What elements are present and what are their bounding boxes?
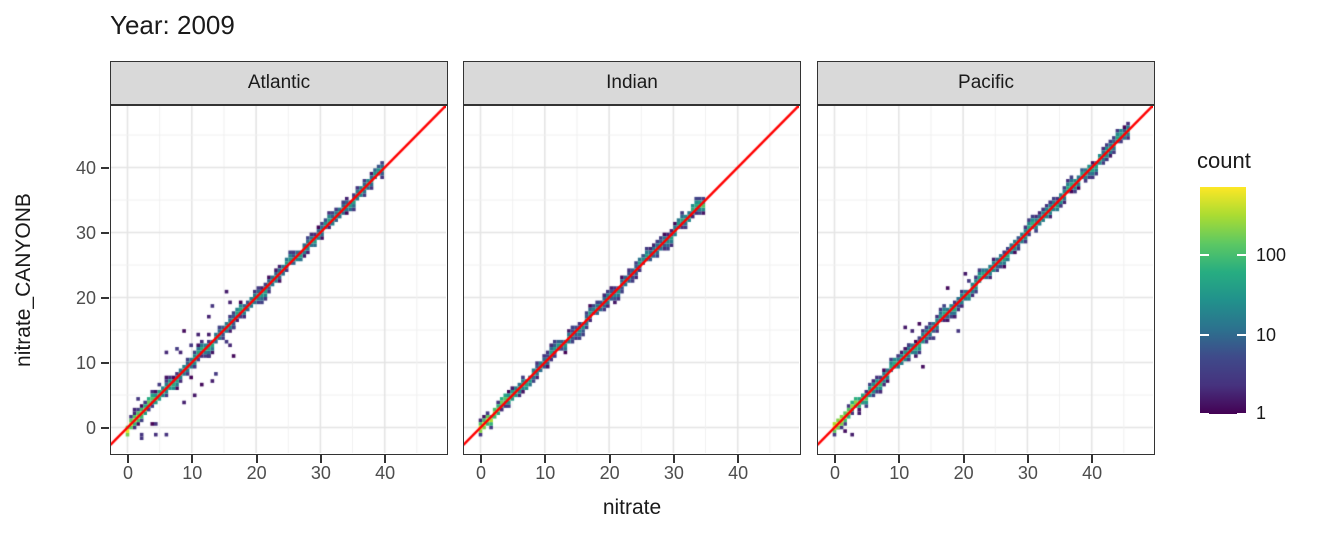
x-tick-label: 40 bbox=[375, 463, 396, 483]
y-tick-mark bbox=[101, 427, 109, 429]
x-tick-label: 30 bbox=[310, 463, 331, 483]
x-tick-label: 10 bbox=[889, 463, 910, 483]
y-axis-title: nitrate_CANYONB bbox=[12, 193, 35, 367]
panel-indian-bins-canvas bbox=[464, 106, 799, 453]
y-tick-mark bbox=[101, 167, 109, 169]
x-tick-mark bbox=[608, 455, 611, 463]
legend-tick-mark bbox=[1237, 413, 1246, 415]
x-tick-mark bbox=[1026, 455, 1029, 463]
x-tick-mark bbox=[962, 455, 965, 463]
x-tick-mark bbox=[191, 455, 194, 463]
panel-pacific bbox=[817, 105, 1155, 455]
y-tick-label: 40 bbox=[75, 158, 96, 178]
facet-strip-pacific: Pacific bbox=[817, 61, 1155, 105]
x-tick-label: 0 bbox=[122, 463, 133, 483]
x-axis-title: nitrate bbox=[602, 496, 662, 519]
x-tick-label: 20 bbox=[599, 463, 620, 483]
facet-strip-indian: Indian bbox=[463, 61, 801, 105]
x-tick-label: 0 bbox=[475, 463, 486, 483]
legend-tick-mark bbox=[1237, 254, 1246, 257]
y-tick-mark bbox=[101, 232, 109, 234]
y-tick-mark bbox=[101, 362, 109, 364]
panel-atlantic bbox=[110, 105, 448, 455]
x-tick-label: 30 bbox=[663, 463, 684, 483]
legend-label-1: 1 bbox=[1256, 403, 1267, 423]
legend-tick-mark bbox=[1200, 254, 1209, 257]
legend-colorbar bbox=[1200, 187, 1246, 414]
legend-tick-mark bbox=[1200, 333, 1209, 336]
x-tick-label: 30 bbox=[1017, 463, 1038, 483]
facet-strip-pacific-label: Pacific bbox=[958, 72, 1014, 93]
x-tick-mark bbox=[480, 455, 482, 463]
x-tick-mark bbox=[384, 455, 387, 463]
x-tick-mark bbox=[737, 455, 740, 463]
panel-pacific-bins-canvas bbox=[818, 106, 1153, 453]
legend-tick-mark bbox=[1200, 413, 1209, 415]
x-tick-mark bbox=[834, 455, 836, 463]
legend-label-100: 100 bbox=[1256, 245, 1287, 265]
legend-label-10: 10 bbox=[1256, 325, 1277, 345]
x-tick-label: 20 bbox=[246, 463, 267, 483]
x-tick-label: 40 bbox=[1082, 463, 1103, 483]
y-tick-label: 30 bbox=[75, 223, 96, 243]
x-tick-label: 10 bbox=[535, 463, 556, 483]
y-tick-mark bbox=[101, 297, 109, 299]
x-tick-mark bbox=[1091, 455, 1094, 463]
legend-tick-mark bbox=[1237, 333, 1246, 336]
legend-title: count bbox=[1197, 148, 1251, 173]
facet-strip-atlantic: Atlantic bbox=[110, 61, 448, 105]
y-tick-label: 10 bbox=[75, 353, 96, 373]
x-tick-mark bbox=[544, 455, 547, 463]
y-tick-label: 0 bbox=[85, 418, 96, 438]
facet-strip-indian-label: Indian bbox=[606, 72, 658, 93]
panel-indian bbox=[463, 105, 801, 455]
panel-atlantic-bins-canvas bbox=[111, 106, 446, 453]
x-tick-label: 40 bbox=[728, 463, 749, 483]
y-tick-label: 20 bbox=[75, 288, 96, 308]
x-tick-mark bbox=[127, 455, 129, 463]
x-tick-mark bbox=[319, 455, 322, 463]
x-tick-label: 0 bbox=[829, 463, 840, 483]
x-tick-mark bbox=[672, 455, 675, 463]
x-tick-mark bbox=[255, 455, 258, 463]
x-tick-label: 10 bbox=[182, 463, 203, 483]
x-tick-label: 20 bbox=[953, 463, 974, 483]
x-tick-mark bbox=[898, 455, 901, 463]
facet-strip-atlantic-label: Atlantic bbox=[247, 72, 311, 93]
plot-title: Year: 2009 bbox=[110, 10, 235, 40]
